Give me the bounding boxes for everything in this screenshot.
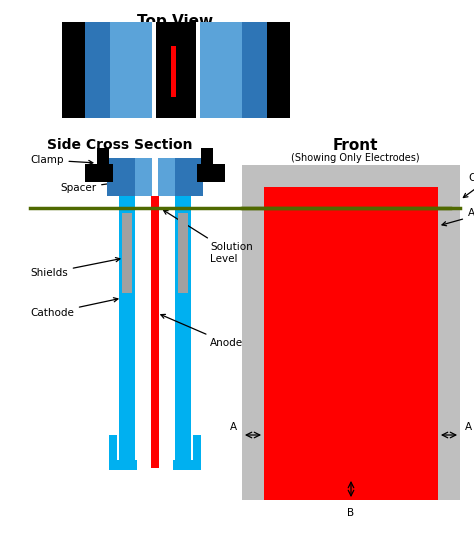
Text: Cathode: Cathode <box>464 173 474 198</box>
Bar <box>242 22 267 118</box>
Bar <box>152 22 156 118</box>
Bar <box>200 22 242 118</box>
Bar <box>97 148 109 168</box>
Text: Clamp: Clamp <box>30 155 93 165</box>
Text: Front: Front <box>332 138 378 153</box>
Bar <box>62 22 290 118</box>
Bar <box>122 213 132 293</box>
Text: Side Cross Section: Side Cross Section <box>47 138 193 152</box>
Bar <box>171 46 176 97</box>
Text: (Showing Only Electrodes): (Showing Only Electrodes) <box>291 153 419 163</box>
Bar <box>151 196 159 468</box>
Bar <box>196 22 200 118</box>
Text: A: A <box>230 422 237 432</box>
Bar <box>109 435 117 465</box>
Bar <box>264 187 438 500</box>
Bar <box>135 158 175 196</box>
Bar <box>107 158 203 196</box>
Text: Spacer: Spacer <box>60 177 146 193</box>
Text: Solution
Level: Solution Level <box>164 210 253 264</box>
Bar <box>109 460 137 470</box>
Text: Anode: Anode <box>161 314 243 348</box>
Bar <box>85 164 113 182</box>
Text: Shields: Shields <box>30 258 120 278</box>
Bar <box>175 196 191 468</box>
Bar <box>152 158 158 196</box>
Bar <box>178 213 188 293</box>
Text: B: B <box>347 508 355 518</box>
Text: Cathode: Cathode <box>30 297 118 318</box>
Text: A: A <box>465 422 472 432</box>
Text: Anode: Anode <box>442 208 474 226</box>
Bar <box>201 148 213 168</box>
Bar <box>242 165 460 500</box>
Text: Top View: Top View <box>137 14 213 29</box>
Bar <box>110 22 152 118</box>
Bar <box>173 460 201 470</box>
Bar <box>119 196 135 468</box>
Bar <box>197 164 225 182</box>
Bar <box>193 435 201 465</box>
Bar <box>85 22 110 118</box>
